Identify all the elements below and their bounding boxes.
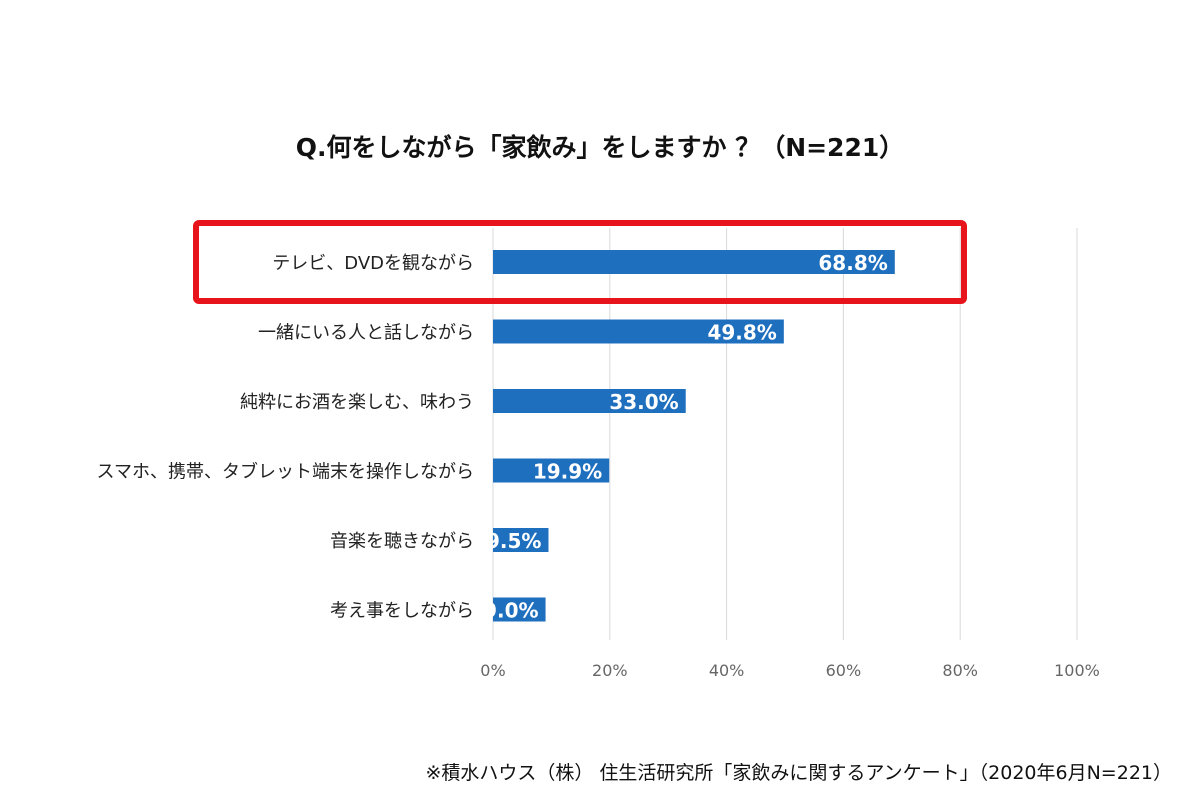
x-tick-label: 80%	[942, 661, 978, 680]
chart-title: Q.何をしながら「家飲み」をしますか ？（N=221）	[295, 133, 905, 162]
bar	[493, 458, 610, 483]
bar	[493, 319, 784, 344]
category-label: 考え事をしながら	[330, 601, 474, 622]
x-tick-label: 20%	[592, 661, 628, 680]
bar	[493, 528, 549, 552]
bar	[493, 597, 546, 622]
value-label: 68.8%	[818, 251, 887, 275]
x-tick-label: 100%	[1054, 661, 1100, 680]
bar	[493, 250, 895, 274]
category-label: 一緒にいる人と話しながら	[258, 323, 474, 344]
value-label: 9.5%	[486, 529, 541, 553]
x-tick-label: 60%	[826, 661, 862, 680]
category-label: 音楽を聴きながら	[330, 531, 474, 552]
highlight-frame	[193, 220, 967, 304]
value-label: 19.9%	[533, 460, 602, 484]
category-label: テレビ、DVDを観ながら	[272, 253, 474, 274]
value-label: 9.0%	[483, 599, 538, 623]
bar	[493, 389, 686, 413]
x-tick-label: 0%	[480, 661, 505, 680]
source-footnote: ※積水ハウス（株） 住生活研究所「家飲みに関するアンケート」（2020年6月N=…	[425, 762, 1172, 784]
category-label: スマホ、携帯、タブレット端末を操作しながら	[97, 461, 474, 483]
x-tick-label: 40%	[709, 661, 745, 680]
value-label: 49.8%	[707, 321, 776, 345]
value-label: 33.0%	[609, 390, 678, 414]
category-label: 純粋にお酒を楽しむ、味わう	[240, 392, 474, 413]
